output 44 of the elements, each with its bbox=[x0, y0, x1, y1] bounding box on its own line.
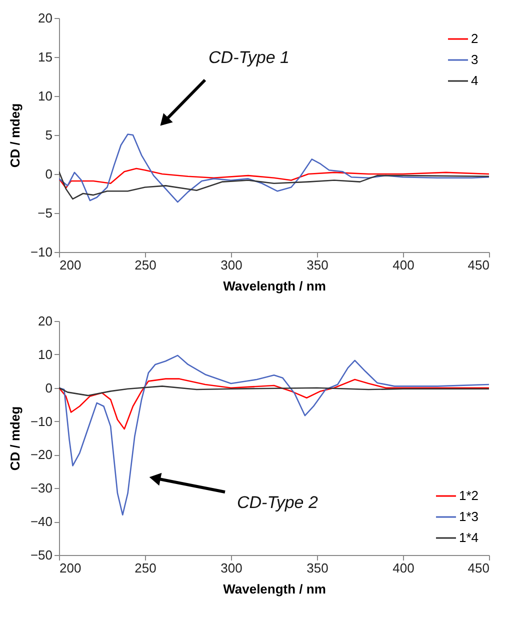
x-tick-label: 250 bbox=[134, 258, 156, 272]
y-axis-title: CD / mdeg bbox=[7, 103, 22, 168]
y-tick-label: 20 bbox=[38, 10, 52, 26]
y-tick-label: −40 bbox=[30, 514, 52, 530]
x-tick-label: 350 bbox=[306, 560, 328, 576]
y-tick-label: −50 bbox=[30, 548, 52, 562]
y-tick-label: 5 bbox=[45, 128, 52, 142]
x-tick-label: 450 bbox=[468, 258, 490, 272]
legend-label: 2 bbox=[471, 31, 478, 46]
x-tick-label: 300 bbox=[220, 560, 242, 576]
y-tick-label: 20 bbox=[38, 314, 52, 328]
y-axis-title: CD / mdeg bbox=[7, 406, 22, 471]
y-tick-label: 10 bbox=[38, 346, 52, 362]
y-tick-label: −5 bbox=[38, 206, 52, 220]
legend-label: 1*3 bbox=[459, 509, 479, 524]
x-axis-title: Wavelength / nm bbox=[223, 278, 326, 294]
y-tick-label: −30 bbox=[30, 480, 52, 496]
line-series bbox=[59, 378, 489, 430]
x-tick-label: 200 bbox=[60, 560, 82, 576]
x-tick-label: 250 bbox=[134, 560, 156, 576]
line-series bbox=[59, 134, 489, 203]
line-series bbox=[59, 171, 489, 200]
line-series bbox=[59, 386, 489, 396]
y-tick-label: 0 bbox=[45, 166, 52, 182]
line-series bbox=[59, 168, 489, 189]
y-tick-label: −10 bbox=[30, 244, 52, 260]
x-tick-label: 400 bbox=[392, 258, 414, 272]
annotation: CD-Type 1 bbox=[208, 48, 290, 67]
y-tick-label: −20 bbox=[30, 447, 52, 462]
y-tick-label: 0 bbox=[45, 380, 52, 396]
x-tick-label: 350 bbox=[306, 258, 328, 272]
x-tick-label: 200 bbox=[60, 258, 82, 272]
legend-label: 3 bbox=[471, 52, 478, 67]
legend-label: 4 bbox=[471, 73, 478, 88]
legend-label: 1*4 bbox=[459, 530, 479, 545]
legend-label: 1*2 bbox=[459, 488, 479, 503]
y-tick-label: −10 bbox=[30, 414, 52, 429]
x-tick-label: 400 bbox=[392, 560, 414, 576]
y-tick-label: 10 bbox=[38, 88, 52, 104]
y-tick-label: 15 bbox=[38, 50, 52, 64]
x-axis-title: Wavelength / nm bbox=[223, 582, 326, 596]
x-tick-label: 450 bbox=[468, 560, 490, 576]
annotation: CD-Type 2 bbox=[237, 493, 318, 512]
x-tick-label: 300 bbox=[220, 258, 242, 272]
